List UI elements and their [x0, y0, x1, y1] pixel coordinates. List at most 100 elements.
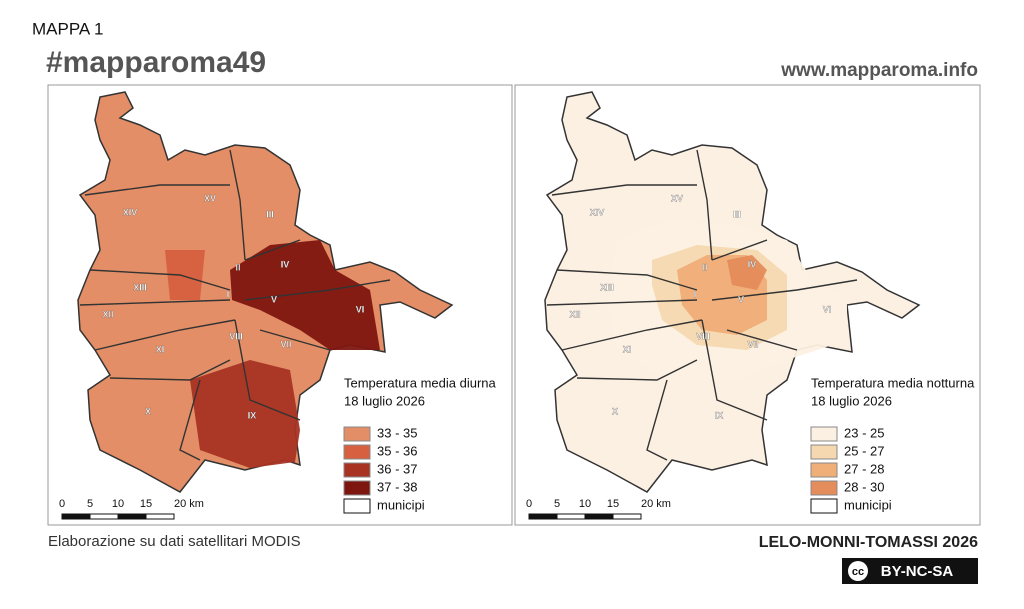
license: BY-NC-SA: [881, 563, 954, 580]
scale-label: 20 km: [174, 498, 204, 510]
district-border: [244, 239, 301, 261]
scale-bar: [145, 513, 175, 520]
district-border: [94, 319, 236, 351]
website: www.mapparoma.info: [780, 60, 978, 81]
district-label: XI: [623, 344, 632, 354]
scale-label: 10: [579, 498, 591, 510]
district-border: [551, 184, 697, 196]
cc-icon: [848, 561, 868, 581]
district-border: [701, 319, 768, 421]
legend-swatch: [343, 498, 371, 514]
scale-bar: [556, 513, 586, 520]
district-label: XIV: [123, 207, 138, 217]
legend-label: 27 - 28: [844, 461, 884, 476]
district-label: II: [702, 262, 707, 272]
legend-swatch: [343, 426, 371, 442]
district-label: IV: [748, 259, 757, 269]
district-border: [561, 319, 703, 351]
scale-bar: [117, 513, 147, 520]
scale-label: 5: [87, 498, 93, 510]
scale-bar: [61, 513, 91, 520]
legend-swatch: [810, 444, 838, 460]
legend-title: Temperatura media diurna: [344, 375, 497, 390]
district-border: [711, 239, 768, 261]
legend-label: 23 - 25: [844, 425, 884, 440]
district-border: [244, 279, 391, 301]
district-label: XIV: [590, 207, 605, 217]
scale-bar: [584, 513, 614, 520]
district-border: [89, 269, 231, 291]
district-label: VII: [747, 339, 758, 349]
district-label: VI: [356, 304, 365, 314]
district-border: [84, 184, 230, 196]
scale-label: 0: [59, 498, 65, 510]
temperature-zone: [727, 255, 767, 290]
source: Elaborazione su dati satellitari MODIS: [48, 533, 301, 550]
scale-bar: [89, 513, 119, 520]
legend-label: 25 - 27: [844, 443, 884, 458]
district-label: XV: [671, 193, 683, 203]
cc-text: cc: [852, 566, 864, 578]
legend-label: municipi: [377, 497, 425, 512]
legend-label: 36 - 37: [377, 461, 417, 476]
district-border: [646, 379, 668, 461]
district-label: I: [227, 289, 230, 299]
district-label: XII: [102, 309, 113, 319]
district-label: III: [733, 209, 741, 219]
district-label: IX: [248, 410, 257, 420]
legend-title: 18 luglio 2026: [344, 393, 425, 408]
district-border: [726, 329, 798, 351]
scale-bar: [528, 513, 558, 520]
scale-label: 0: [526, 498, 532, 510]
temperature-zone: [165, 250, 205, 300]
legend-swatch: [343, 462, 371, 478]
panel-frame: [514, 84, 981, 526]
legend-swatch: [810, 426, 838, 442]
legend-label: 37 - 38: [377, 479, 417, 494]
scale-label: 10: [112, 498, 124, 510]
hashtag: #mapparoma49: [46, 46, 266, 79]
district-label: V: [738, 294, 744, 304]
legend-title: Temperatura media notturna: [811, 375, 975, 390]
legend-swatch: [810, 498, 838, 514]
district-label: V: [271, 294, 277, 304]
district-border: [259, 329, 331, 351]
legend-title: 18 luglio 2026: [811, 393, 892, 408]
district-label: XV: [204, 193, 216, 203]
scale-label: 5: [554, 498, 560, 510]
legend-label: 35 - 36: [377, 443, 417, 458]
district-label: I: [694, 289, 697, 299]
district-label: VIII: [696, 331, 710, 341]
district-label: IX: [715, 410, 724, 420]
legend-swatch: [810, 462, 838, 478]
scale-label: 20 km: [641, 498, 671, 510]
panel-frame: [47, 84, 513, 526]
legend-label: 28 - 30: [844, 479, 884, 494]
district-label: XII: [569, 309, 580, 319]
district-label: XI: [156, 344, 165, 354]
legend-label: 33 - 35: [377, 425, 417, 440]
authors: LELO-MONNI-TOMASSI 2026: [759, 534, 978, 551]
district-border: [711, 279, 858, 301]
district-label: II: [235, 262, 240, 272]
district-label: VII: [280, 339, 291, 349]
map-label: MAPPA 1: [32, 19, 104, 38]
district-border: [556, 269, 698, 291]
scale-label: 15: [607, 498, 619, 510]
district-label: X: [612, 406, 618, 416]
temperature-zone: [190, 360, 300, 468]
district-border: [79, 299, 231, 306]
district-border: [696, 149, 713, 261]
district-label: XIII: [600, 282, 614, 292]
legend-swatch: [343, 444, 371, 460]
scale-bar: [612, 513, 642, 520]
district-border: [229, 149, 246, 261]
district-border: [179, 379, 201, 461]
district-border: [576, 359, 698, 381]
temperature-zone: [230, 240, 380, 350]
scale-label: 15: [140, 498, 152, 510]
district-border: [546, 299, 698, 306]
